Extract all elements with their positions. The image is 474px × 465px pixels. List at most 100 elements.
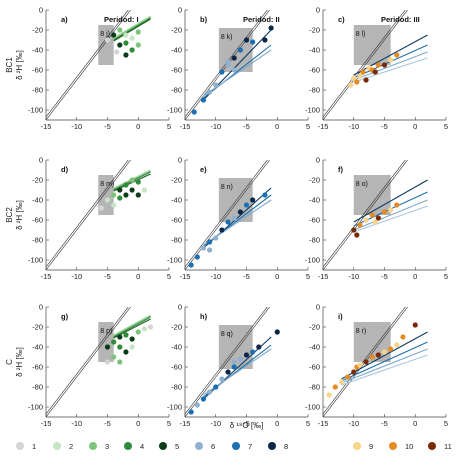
data-point <box>117 27 123 33</box>
data-point <box>219 227 225 233</box>
data-point <box>191 109 197 115</box>
period-title: Peridod: III <box>381 15 420 24</box>
highlight-box <box>218 178 253 222</box>
legend-item-3: 3 <box>89 442 109 451</box>
reference-line <box>46 307 129 415</box>
x-tick-label: -5 <box>104 272 111 281</box>
panel-letter: d) <box>61 165 69 174</box>
y-tick-label: -100 <box>28 256 43 265</box>
legend-label: 6 <box>211 442 215 451</box>
legend-item-4: 4 <box>124 442 144 451</box>
data-point <box>188 409 194 415</box>
data-point <box>388 207 394 213</box>
y-tick-label: -80 <box>171 236 182 245</box>
x-tick-label: -5 <box>243 272 250 281</box>
x-tick-label: -5 <box>381 419 388 428</box>
y-tick-label: -40 <box>171 46 182 55</box>
y-tick-label: -60 <box>309 216 320 225</box>
fit-line <box>341 348 428 384</box>
fit-line <box>113 316 151 338</box>
y-tick-label: -80 <box>171 383 182 392</box>
data-point <box>332 384 338 390</box>
y-tick-label: -20 <box>171 26 182 35</box>
y-tick-label: 0 <box>39 303 43 312</box>
y-tick-label: -20 <box>171 323 182 332</box>
y-tick-label: -100 <box>167 256 182 265</box>
x-tick-label: 5 <box>444 272 448 281</box>
y-axis-title: δ ²H [‰] <box>15 50 24 80</box>
data-point <box>372 69 378 75</box>
y-tick-label: -80 <box>32 86 43 95</box>
x-tick-label: -5 <box>243 122 250 131</box>
y-tick-label: -100 <box>305 403 320 412</box>
x-tick-label: -15 <box>41 122 52 131</box>
data-point <box>351 227 357 233</box>
data-point <box>219 376 225 382</box>
y-tick-label: 0 <box>178 6 182 15</box>
data-point <box>123 182 129 188</box>
data-point <box>243 352 250 358</box>
data-point <box>363 359 369 365</box>
data-point <box>135 42 141 48</box>
fit-line <box>113 17 151 41</box>
x-tick-label: 0 <box>136 419 140 428</box>
data-point <box>129 336 135 342</box>
fit-line <box>113 315 151 337</box>
data-point <box>207 389 213 395</box>
legend-label: 8 <box>284 442 288 451</box>
data-point <box>348 82 354 88</box>
x-tick-label: 5 <box>167 122 171 131</box>
data-point <box>194 402 200 408</box>
data-point <box>363 77 369 83</box>
fit-line <box>203 49 272 97</box>
y-tick-label: -60 <box>32 363 43 372</box>
x-tick-label: 0 <box>136 272 140 281</box>
reference-line <box>323 10 408 120</box>
data-point <box>200 97 207 103</box>
row-label: BC1 <box>5 57 14 73</box>
data-point <box>117 187 123 193</box>
data-point <box>351 369 357 375</box>
period-title: Peridod: I <box>104 15 139 24</box>
y-tick-label: -20 <box>32 323 43 332</box>
panel-letter: c) <box>338 15 345 24</box>
y-tick-label: -40 <box>171 343 182 352</box>
data-point <box>225 219 231 225</box>
data-point <box>188 262 194 268</box>
fit-line <box>203 44 272 99</box>
y-tick-label: -60 <box>32 66 43 75</box>
data-point <box>237 47 243 53</box>
y-tick-label: -80 <box>309 383 320 392</box>
row-label: BC2 <box>5 207 14 223</box>
legend-marker <box>353 442 361 450</box>
x-tick-label: -10 <box>348 419 359 428</box>
period-title: Peridod: II <box>243 15 280 24</box>
fit-line <box>353 205 428 233</box>
y-tick-label: -40 <box>309 46 320 55</box>
fit-line <box>341 341 428 382</box>
data-point <box>194 254 200 260</box>
reference-line <box>46 160 131 270</box>
box-label: 8 p) <box>100 328 112 335</box>
data-point <box>394 52 400 58</box>
x-tick-label: -5 <box>243 419 250 428</box>
data-point <box>111 192 117 198</box>
legend-marker <box>159 442 167 450</box>
legend-label: 9 <box>369 442 373 451</box>
y-tick-label: -20 <box>171 176 182 185</box>
y-tick-label: 0 <box>39 156 43 165</box>
fit-line <box>353 179 428 223</box>
y-tick-label: 0 <box>178 303 182 312</box>
reference-line <box>323 10 406 118</box>
box-label: 8 l) <box>356 31 366 38</box>
panel-letter: g) <box>61 312 69 321</box>
panel-i: 8 r) -15 -10 -5 0 5 0 -20 -40 -60 -80 -100 i) <box>305 303 448 429</box>
y-tick-label: -20 <box>309 176 320 185</box>
highlight-box <box>98 322 114 362</box>
y-tick-label: 0 <box>316 156 320 165</box>
data-point <box>388 57 394 63</box>
data-point <box>135 179 141 185</box>
y-tick-label: -100 <box>28 106 43 115</box>
legend-label: 2 <box>69 442 73 451</box>
plot-area <box>323 160 428 270</box>
